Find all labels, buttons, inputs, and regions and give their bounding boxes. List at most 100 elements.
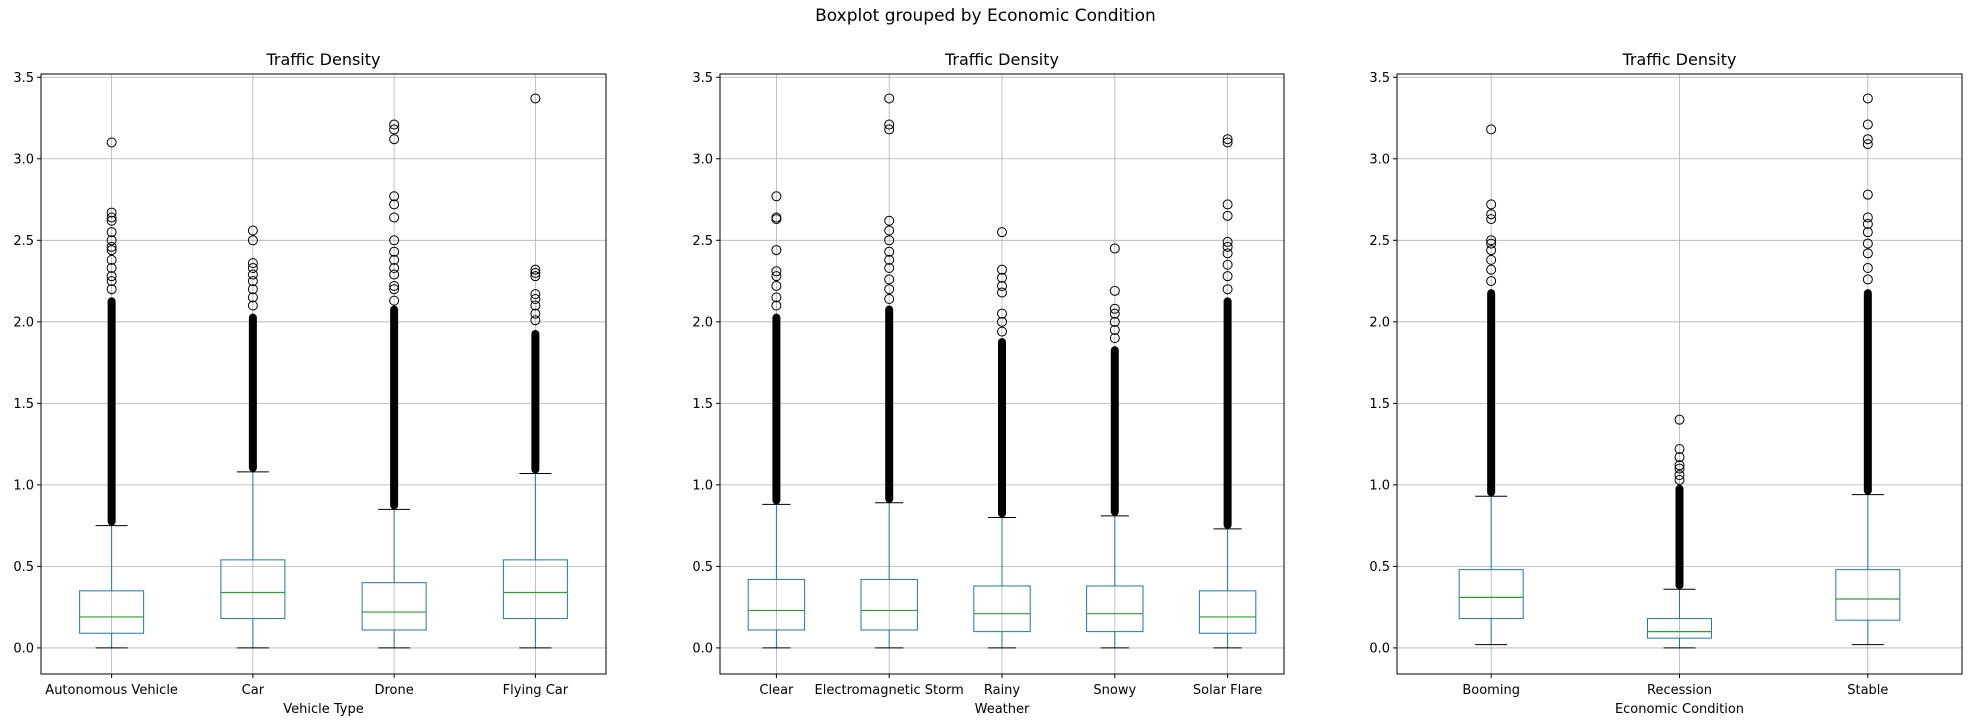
outlier-point <box>530 264 541 275</box>
outlier-point <box>389 269 400 280</box>
outlier-point <box>1674 444 1685 454</box>
iqr-box <box>361 582 427 631</box>
iqr-box <box>502 559 568 620</box>
box-stable <box>1835 93 1901 646</box>
outlier-point <box>247 258 258 269</box>
outlier-point <box>1862 134 1873 145</box>
y-tick-label: 1.5 <box>692 397 713 412</box>
outlier-point <box>997 316 1007 327</box>
outlier-point <box>106 137 117 148</box>
iqr-box <box>1647 618 1712 639</box>
y-tick-label: 3.0 <box>1369 152 1390 167</box>
outlier-point <box>884 225 895 236</box>
y-tick-label: 0.0 <box>1369 641 1390 656</box>
outlier-point <box>389 280 400 291</box>
outlier-point <box>771 212 782 223</box>
x-tick-label: Recession <box>1647 683 1712 698</box>
outlier-point <box>1862 274 1873 285</box>
outlier-point <box>530 315 541 326</box>
x-tick-label: Stable <box>1847 683 1888 698</box>
outlier-point <box>771 245 782 256</box>
outlier-point <box>1486 238 1497 249</box>
x-tick-label: Snowy <box>1093 683 1136 698</box>
outlier-point <box>997 264 1007 275</box>
outlier-point <box>1862 93 1873 104</box>
outlier-point <box>1486 254 1497 265</box>
iqr-box <box>1198 590 1257 634</box>
outlier-point <box>530 289 541 300</box>
outlier-point <box>1674 452 1685 463</box>
outlier-point <box>1862 227 1873 238</box>
y-tick-label: 3.5 <box>692 71 713 86</box>
outlier-point <box>1486 214 1497 225</box>
outlier-point <box>1109 243 1120 254</box>
outlier-point <box>389 254 400 265</box>
iqr-box <box>973 585 1031 633</box>
outlier-point <box>884 284 895 295</box>
outlier-point <box>1674 463 1685 474</box>
outlier-point <box>1486 276 1497 287</box>
y-tick-label: 1.0 <box>1369 478 1390 493</box>
outlier-point <box>389 263 400 274</box>
y-tick-label: 2.5 <box>13 234 34 249</box>
outlier-point <box>771 266 782 277</box>
y-tick-label: 1.5 <box>13 397 34 412</box>
box-snowy <box>1086 243 1144 649</box>
iqr-box <box>1458 569 1524 620</box>
outlier-point <box>106 276 117 287</box>
outlier-point <box>884 215 895 226</box>
outlier-point <box>530 308 541 319</box>
dense-outlier-band <box>248 313 257 472</box>
x-tick-label: Booming <box>1462 683 1520 698</box>
outlier-point <box>1222 248 1233 259</box>
dense-outlier-band <box>390 305 399 510</box>
outlier-point <box>997 308 1007 319</box>
outlier-point <box>1109 308 1120 319</box>
dense-outlier-band <box>1487 289 1496 497</box>
outlier-point <box>997 287 1007 298</box>
iqr-box <box>1835 569 1901 621</box>
x-axis-label: Weather <box>975 702 1030 717</box>
x-axis-label: Vehicle Type <box>283 702 363 717</box>
box-flying-car <box>502 93 568 649</box>
box-drone <box>361 119 427 649</box>
outlier-point <box>247 292 258 303</box>
outlier-point <box>389 246 400 257</box>
outlier-point <box>106 212 117 223</box>
subplot-3: 0.0 0.5 1.0 1.5 2.0 2.5 3.0 3.5 Booming Recession… <box>1369 50 1963 717</box>
x-tick-label: Car <box>242 683 265 698</box>
outlier-point <box>997 227 1007 238</box>
x-tick-label: Drone <box>374 683 413 698</box>
dense-outlier-band <box>1223 297 1232 529</box>
outlier-point <box>530 294 541 304</box>
outlier-point <box>247 284 258 295</box>
iqr-box <box>220 559 286 620</box>
outlier-point <box>106 263 117 274</box>
outlier-point <box>1222 284 1233 295</box>
outlier-point <box>884 254 895 265</box>
outlier-point <box>106 227 117 238</box>
outlier-point <box>247 276 258 287</box>
y-tick-label: 2.5 <box>692 234 713 249</box>
subplot-title: Traffic Density <box>944 50 1059 69</box>
outlier-point <box>997 326 1007 337</box>
y-tick-label: 2.0 <box>1369 315 1390 330</box>
outlier-point <box>389 134 400 145</box>
outlier-point <box>1862 248 1873 259</box>
outlier-point <box>1109 333 1120 344</box>
outlier-point <box>106 241 117 252</box>
outlier-point <box>530 271 541 282</box>
subplot-title: Traffic Density <box>266 50 381 69</box>
outlier-point <box>884 263 895 274</box>
outlier-point <box>1674 470 1685 481</box>
outlier-point <box>389 295 400 306</box>
y-tick-label: 2.0 <box>13 315 34 330</box>
outlier-point <box>1486 245 1497 256</box>
outlier-point <box>1222 271 1233 282</box>
outlier-point <box>884 294 895 304</box>
outlier-point <box>530 267 541 278</box>
box-recession <box>1647 414 1712 649</box>
outlier-point <box>1862 139 1873 150</box>
outlier-point <box>771 292 782 303</box>
